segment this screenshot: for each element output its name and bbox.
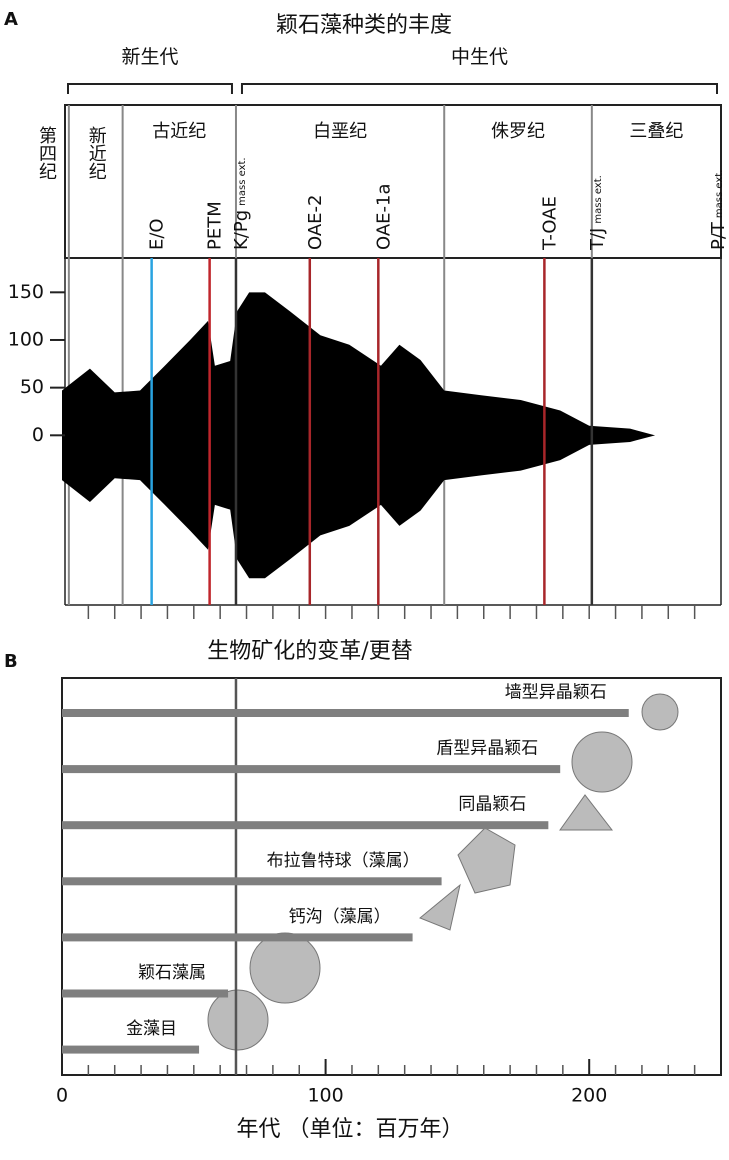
event-note: mass ext. [714,170,725,218]
chart-title: 颖石藻种类的丰度 [276,13,452,38]
x-axis-label: 年代 （单位：百万年） [237,1117,464,1142]
period-label: 三叠纪 [629,121,683,142]
event-label: OAE-1a [373,183,394,250]
bar [62,709,629,717]
x-tick-label: 100 [307,1085,343,1107]
event-label: K/Pg mass ext. [231,157,252,250]
panel-letter: B [4,651,18,672]
plot-frame [61,677,722,1076]
era-label: 新生代 [121,46,178,68]
event-label: T-OAE [539,196,560,251]
bar [62,1045,200,1054]
y-tick-label: 0 [32,424,44,446]
bar [62,933,413,942]
event-label: E/O [147,218,168,250]
event-label: OAE-2 [305,195,326,251]
event-label: P/T mass ext. [708,170,729,250]
y-tick-label: 150 [8,281,44,303]
bar-label: 盾型异晶颖石 [436,739,538,759]
bar-label: 墙型异晶颖石 [505,683,607,703]
header-box [64,104,722,259]
x-tick-label: 0 [56,1085,68,1107]
event-name: E/O [147,218,168,250]
bar-label: 布拉鲁特球（藻属） [267,851,420,871]
event-name: OAE-2 [305,195,326,251]
period-label: 第四纪 [36,126,57,180]
event-label: PETM [205,201,226,250]
event-name: PETM [205,201,226,250]
event-name: K/Pg [231,210,252,250]
event-name: T/J [587,228,608,251]
era-bracket [240,83,718,94]
period-label: 古近纪 [152,121,206,142]
bar-label: 同晶颖石 [458,795,526,815]
bar-label: 金藻目 [126,1019,177,1039]
bar [62,877,442,886]
event-label: T/J mass ext. [587,175,608,251]
bar-label: 颖石藻属 [138,963,206,983]
era-bracket [67,83,233,94]
bar [62,989,229,998]
event-name: OAE-1a [373,183,394,250]
y-tick-label: 50 [20,376,44,398]
panel-letter: A [4,9,18,30]
period-label: 白垩纪 [313,121,367,142]
event-note: mass ext. [237,157,248,205]
chart-title: 生物矿化的变革/更替 [207,639,412,664]
period-label: 新近纪 [86,126,107,180]
event-name: T-OAE [539,196,560,251]
fossil-icons [207,693,679,1051]
event-name: P/T [708,221,729,250]
bar [62,821,549,830]
era-label: 中生代 [451,46,508,68]
bar [62,765,561,774]
period-label: 侏罗纪 [491,121,545,142]
bar-label: 钙沟（藻属） [289,907,391,927]
x-tick-label: 200 [571,1085,607,1107]
event-note: mass ext. [593,175,604,223]
y-tick-label: 100 [8,328,44,350]
